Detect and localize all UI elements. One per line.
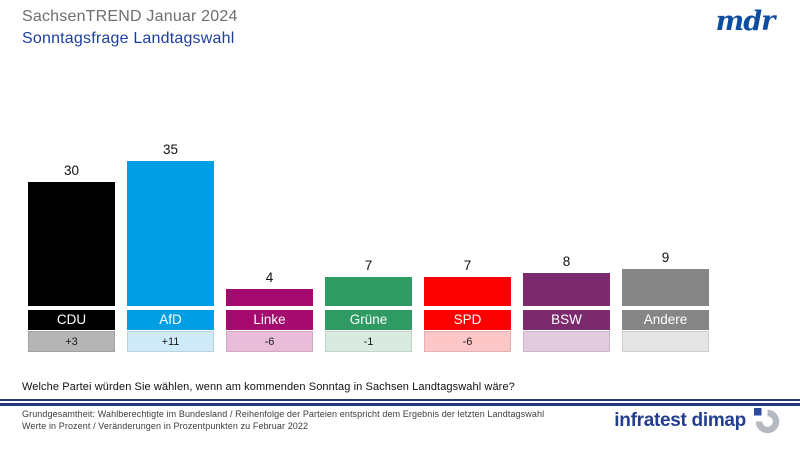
party-label-afd: AfD	[127, 310, 214, 330]
bar-value-label: 35	[162, 142, 179, 157]
change-label-bsw	[523, 331, 610, 352]
footer-note-line1: Grundgesamtheit: Wahlberechtigte im Bund…	[22, 409, 545, 419]
footer-notes: Grundgesamtheit: Wahlberechtigte im Bund…	[22, 408, 544, 432]
party-label-cdu: CDU	[28, 310, 115, 330]
bar-grüne	[325, 277, 412, 306]
party-label-linke: Linke	[226, 310, 313, 330]
bar-value-label: 30	[63, 163, 80, 178]
change-label-afd: +11	[127, 331, 214, 352]
party-label-andere: Andere	[622, 310, 709, 330]
change-label-cdu: +3	[28, 331, 115, 352]
infratest-dimap-icon	[754, 408, 780, 434]
page-title: SachsenTREND Januar 2024	[22, 8, 238, 25]
change-label-andere	[622, 331, 709, 352]
page-subtitle: Sonntagsfrage Landtagswahl	[22, 30, 235, 47]
infratest-dimap-logo: infratest dimap	[614, 408, 780, 434]
bar-andere	[622, 269, 709, 306]
survey-question: Welche Partei würden Sie wählen, wenn am…	[22, 381, 515, 393]
bar-value-label: 8	[562, 254, 571, 269]
bar-spd	[424, 277, 511, 306]
bar-linke	[226, 289, 313, 306]
change-label-spd: -6	[424, 331, 511, 352]
party-label-grüne: Grüne	[325, 310, 412, 330]
footer-note-line2: Werte in Prozent / Veränderungen in Proz…	[22, 421, 309, 431]
bar-bsw	[523, 273, 610, 306]
mdr-logo: mdr	[715, 6, 776, 37]
bar-value-label: 7	[364, 258, 373, 273]
footer-divider	[0, 399, 800, 406]
infratest-dimap-wordmark: infratest dimap	[614, 410, 746, 431]
party-label-bsw: BSW	[523, 310, 610, 330]
bar-value-label: 7	[463, 258, 472, 273]
change-label-linke: -6	[226, 331, 313, 352]
bar-chart: 30 CDU +3 35 AfD +11 4 Linke -6 7 Grüne -1 7 SPD -6 8 BS…	[28, 142, 709, 352]
party-label-spd: SPD	[424, 310, 511, 330]
bar-value-label: 4	[265, 270, 274, 285]
bar-value-label: 9	[661, 250, 670, 265]
bar-cdu	[28, 182, 115, 306]
bar-afd	[127, 161, 214, 306]
change-label-grüne: -1	[325, 331, 412, 352]
